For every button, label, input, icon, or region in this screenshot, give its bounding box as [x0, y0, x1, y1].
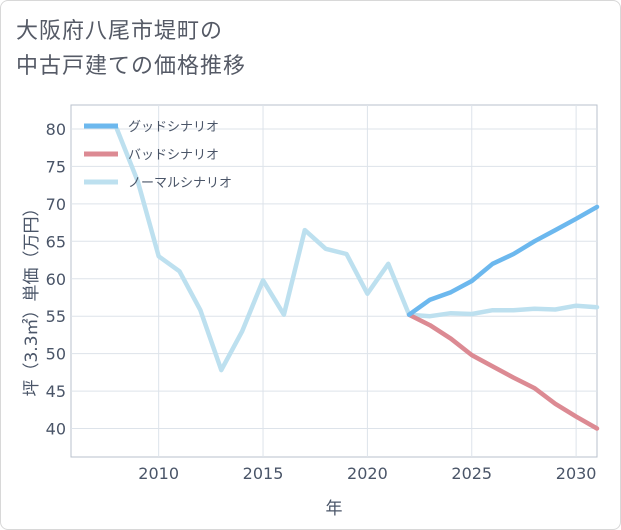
- x-tick-label: 2015: [243, 464, 284, 483]
- x-tick-label: 2010: [138, 464, 179, 483]
- chart-title: 大阪府八尾市堤町の 中古戸建ての価格推移: [16, 14, 246, 84]
- y-tick-label: 65: [46, 232, 66, 251]
- grid-lines: [71, 105, 597, 457]
- y-tick-label: 60: [46, 270, 66, 289]
- series-line-normal: [114, 126, 600, 373]
- series-line-good: [406, 204, 600, 317]
- series-lines: [114, 126, 600, 431]
- x-tick-label: 2030: [556, 464, 597, 483]
- legend-label-bad: バッドシナリオ: [128, 148, 219, 163]
- y-tick-label: 40: [46, 420, 66, 439]
- chart-title-line-2: 中古戸建ての価格推移: [16, 54, 247, 79]
- y-tick-label: 70: [46, 195, 66, 214]
- y-axis-title: 坪（3.3㎡）単価（万円）: [22, 199, 42, 396]
- x-axis-title: 年: [326, 499, 343, 519]
- y-tick-label: 80: [46, 120, 66, 139]
- chart-title-line-1: 大阪府八尾市堤町の: [16, 19, 224, 44]
- legend-label-good: グッドシナリオ: [128, 120, 219, 135]
- y-tick-label: 75: [46, 157, 66, 176]
- series-line-bad: [406, 312, 600, 431]
- y-tick-label: 55: [46, 307, 66, 326]
- x-tick-label: 2025: [451, 464, 492, 483]
- y-tick-label: 45: [46, 382, 66, 401]
- axis-ticks: 40 45 50 55 60 65 70 75 80 2010 2015 2020 2025 2030: [46, 120, 597, 483]
- x-tick-label: 2020: [347, 464, 388, 483]
- y-tick-label: 50: [46, 345, 66, 364]
- legend-label-normal: ノーマルシナリオ: [128, 176, 232, 191]
